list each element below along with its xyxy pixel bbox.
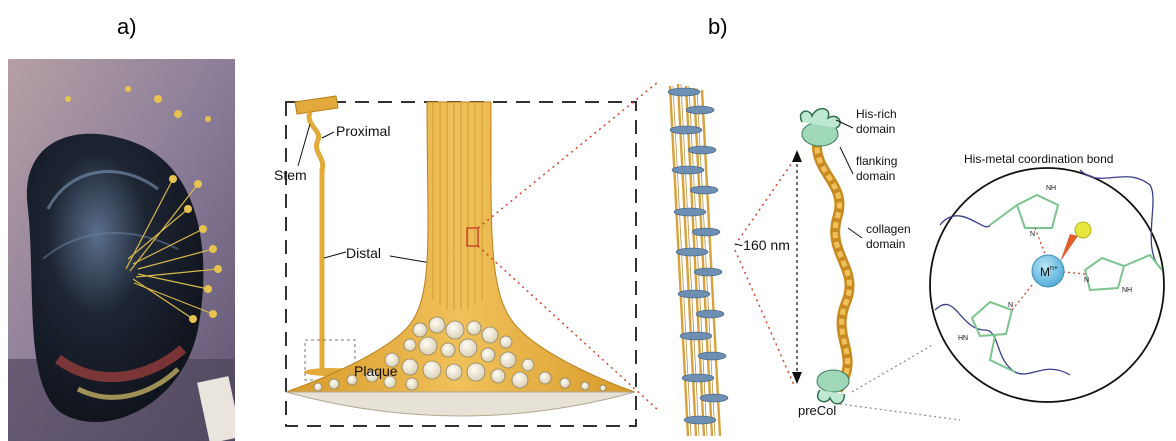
label-precol: preCol [798, 403, 836, 418]
fibril-bundle [667, 83, 729, 437]
label-his-rich-2: domain [856, 122, 895, 136]
mussel-photo [8, 59, 235, 441]
label-n-top: N [1030, 231, 1035, 238]
label-n-right: N [1084, 277, 1089, 284]
label-hn-left: HN [958, 335, 968, 342]
metal-charge: n+ [1050, 265, 1058, 272]
precol-molecule [792, 107, 961, 421]
metal-symbol: M [1040, 265, 1050, 279]
label-flanking-2: domain [856, 169, 895, 183]
zoom-lines [477, 81, 795, 411]
byssal-thread-large [285, 101, 636, 417]
label-his-rich-1: His-rich [856, 107, 897, 121]
panel-label-a: a) [117, 14, 137, 39]
label-collagen-2: domain [866, 237, 905, 251]
label-collagen-1: collagen [866, 222, 911, 236]
label-metal: Mn+ [1040, 265, 1058, 279]
label-nh-right: NH [1122, 287, 1132, 294]
label-n-left: N [1008, 302, 1013, 309]
label-nh-top: NH [1046, 185, 1056, 192]
label-flanking-1: flanking [856, 154, 897, 168]
label-stem: Stem [274, 167, 307, 183]
label-distal: Distal [346, 245, 381, 261]
label-proximal: Proximal [336, 123, 390, 139]
label-plaque: Plaque [354, 363, 398, 379]
label-coordination-title: His-metal coordination bond [964, 152, 1113, 166]
panel-label-b: b) [708, 14, 728, 39]
coordination-circle [929, 167, 1165, 403]
label-length: ~160 nm [735, 237, 790, 253]
